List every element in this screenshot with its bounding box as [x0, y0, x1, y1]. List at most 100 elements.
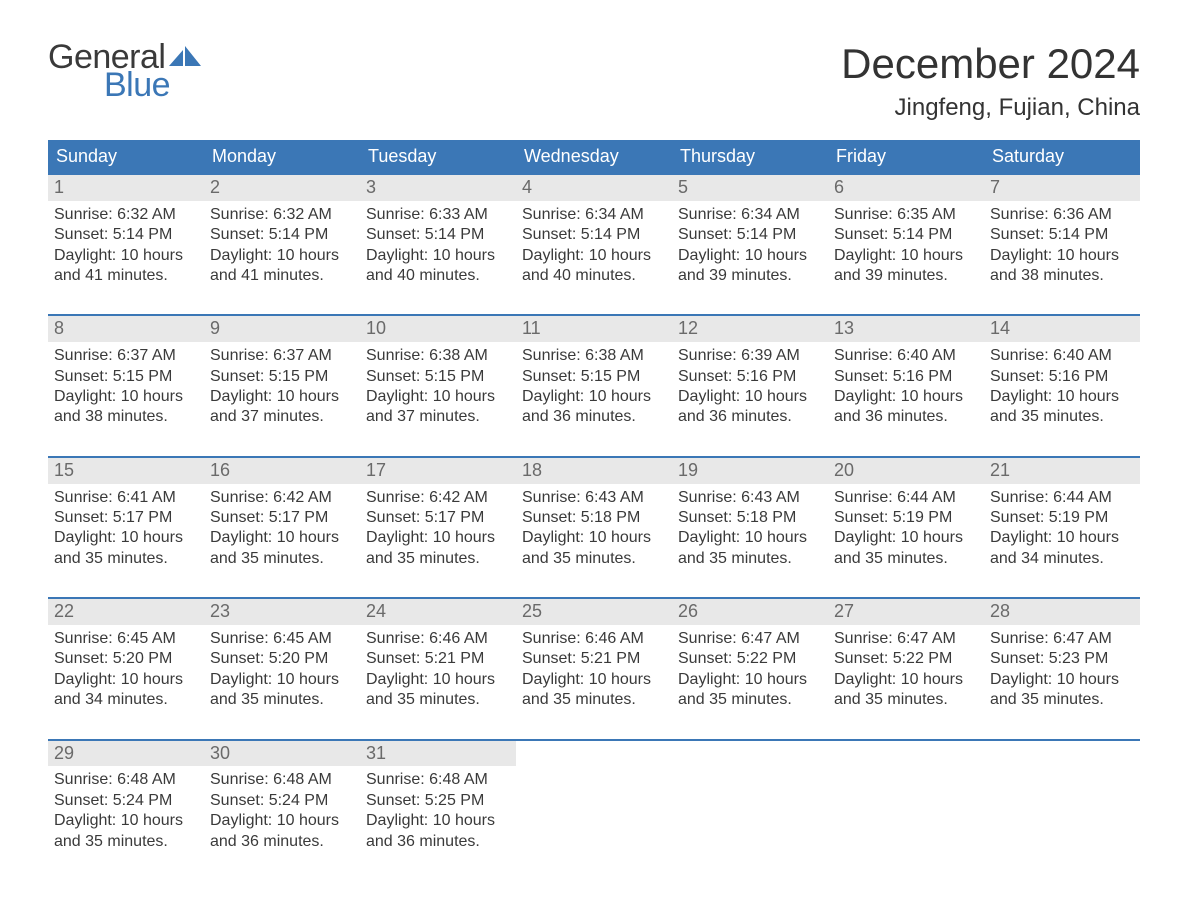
day-body: Sunrise: 6:47 AMSunset: 5:22 PMDaylight:… — [672, 625, 828, 711]
day-body: Sunrise: 6:34 AMSunset: 5:14 PMDaylight:… — [672, 201, 828, 287]
daylight-line: Daylight: 10 hours and 35 minutes. — [522, 670, 666, 711]
sunrise-line: Sunrise: 6:34 AM — [678, 205, 822, 225]
day-body: Sunrise: 6:36 AMSunset: 5:14 PMDaylight:… — [984, 201, 1140, 287]
sunset-line: Sunset: 5:18 PM — [678, 508, 822, 528]
sunrise-line: Sunrise: 6:32 AM — [210, 205, 354, 225]
daylight-line: Daylight: 10 hours and 34 minutes. — [54, 670, 198, 711]
calendar-cell: 25Sunrise: 6:46 AMSunset: 5:21 PMDayligh… — [516, 599, 672, 714]
day-number: 4 — [516, 175, 672, 201]
logo-text-blue: Blue — [104, 68, 203, 102]
sunrise-line: Sunrise: 6:48 AM — [54, 770, 198, 790]
calendar-cell: 3Sunrise: 6:33 AMSunset: 5:14 PMDaylight… — [360, 175, 516, 290]
sunset-line: Sunset: 5:16 PM — [990, 367, 1134, 387]
day-body: Sunrise: 6:46 AMSunset: 5:21 PMDaylight:… — [360, 625, 516, 711]
day-body: Sunrise: 6:40 AMSunset: 5:16 PMDaylight:… — [984, 342, 1140, 428]
day-body: Sunrise: 6:48 AMSunset: 5:24 PMDaylight:… — [204, 766, 360, 852]
calendar-cell: 16Sunrise: 6:42 AMSunset: 5:17 PMDayligh… — [204, 458, 360, 573]
daylight-line: Daylight: 10 hours and 36 minutes. — [834, 387, 978, 428]
calendar-cell: 2Sunrise: 6:32 AMSunset: 5:14 PMDaylight… — [204, 175, 360, 290]
day-number: 15 — [48, 458, 204, 484]
calendar-cell: 23Sunrise: 6:45 AMSunset: 5:20 PMDayligh… — [204, 599, 360, 714]
day-header: Tuesday — [360, 140, 516, 173]
day-number: 2 — [204, 175, 360, 201]
day-number: 23 — [204, 599, 360, 625]
day-body: Sunrise: 6:39 AMSunset: 5:16 PMDaylight:… — [672, 342, 828, 428]
sunrise-line: Sunrise: 6:45 AM — [54, 629, 198, 649]
day-number: 21 — [984, 458, 1140, 484]
sunrise-line: Sunrise: 6:48 AM — [366, 770, 510, 790]
day-body: Sunrise: 6:34 AMSunset: 5:14 PMDaylight:… — [516, 201, 672, 287]
daylight-line: Daylight: 10 hours and 41 minutes. — [54, 246, 198, 287]
calendar-cell: 5Sunrise: 6:34 AMSunset: 5:14 PMDaylight… — [672, 175, 828, 290]
day-body: Sunrise: 6:35 AMSunset: 5:14 PMDaylight:… — [828, 201, 984, 287]
day-number: 22 — [48, 599, 204, 625]
day-number: 27 — [828, 599, 984, 625]
weeks-container: 1Sunrise: 6:32 AMSunset: 5:14 PMDaylight… — [48, 173, 1140, 856]
calendar-cell: 19Sunrise: 6:43 AMSunset: 5:18 PMDayligh… — [672, 458, 828, 573]
daylight-line: Daylight: 10 hours and 35 minutes. — [990, 670, 1134, 711]
daylight-line: Daylight: 10 hours and 35 minutes. — [678, 670, 822, 711]
sunset-line: Sunset: 5:15 PM — [366, 367, 510, 387]
day-body: Sunrise: 6:43 AMSunset: 5:18 PMDaylight:… — [672, 484, 828, 570]
day-body: Sunrise: 6:48 AMSunset: 5:25 PMDaylight:… — [360, 766, 516, 852]
sunrise-line: Sunrise: 6:41 AM — [54, 488, 198, 508]
day-body: Sunrise: 6:44 AMSunset: 5:19 PMDaylight:… — [984, 484, 1140, 570]
calendar-cell — [828, 741, 984, 856]
calendar-cell — [672, 741, 828, 856]
sunset-line: Sunset: 5:14 PM — [834, 225, 978, 245]
day-header: Wednesday — [516, 140, 672, 173]
sunrise-line: Sunrise: 6:44 AM — [990, 488, 1134, 508]
daylight-line: Daylight: 10 hours and 35 minutes. — [522, 528, 666, 569]
sunset-line: Sunset: 5:24 PM — [54, 791, 198, 811]
daylight-line: Daylight: 10 hours and 37 minutes. — [210, 387, 354, 428]
calendar-cell: 31Sunrise: 6:48 AMSunset: 5:25 PMDayligh… — [360, 741, 516, 856]
sunset-line: Sunset: 5:14 PM — [54, 225, 198, 245]
day-body: Sunrise: 6:33 AMSunset: 5:14 PMDaylight:… — [360, 201, 516, 287]
day-number-empty — [828, 741, 984, 767]
day-number: 17 — [360, 458, 516, 484]
sunset-line: Sunset: 5:15 PM — [54, 367, 198, 387]
daylight-line: Daylight: 10 hours and 35 minutes. — [366, 528, 510, 569]
day-header-row: SundayMondayTuesdayWednesdayThursdayFrid… — [48, 140, 1140, 173]
day-number: 3 — [360, 175, 516, 201]
calendar-cell: 8Sunrise: 6:37 AMSunset: 5:15 PMDaylight… — [48, 316, 204, 431]
sunset-line: Sunset: 5:22 PM — [678, 649, 822, 669]
day-number-empty — [672, 741, 828, 767]
day-body: Sunrise: 6:45 AMSunset: 5:20 PMDaylight:… — [48, 625, 204, 711]
calendar-cell: 20Sunrise: 6:44 AMSunset: 5:19 PMDayligh… — [828, 458, 984, 573]
week-row: 15Sunrise: 6:41 AMSunset: 5:17 PMDayligh… — [48, 456, 1140, 573]
calendar-cell: 6Sunrise: 6:35 AMSunset: 5:14 PMDaylight… — [828, 175, 984, 290]
day-number: 18 — [516, 458, 672, 484]
sunrise-line: Sunrise: 6:36 AM — [990, 205, 1134, 225]
day-number: 31 — [360, 741, 516, 767]
sunrise-line: Sunrise: 6:43 AM — [522, 488, 666, 508]
sunrise-line: Sunrise: 6:32 AM — [54, 205, 198, 225]
sunrise-line: Sunrise: 6:47 AM — [990, 629, 1134, 649]
calendar-cell: 27Sunrise: 6:47 AMSunset: 5:22 PMDayligh… — [828, 599, 984, 714]
day-number: 24 — [360, 599, 516, 625]
sunrise-line: Sunrise: 6:47 AM — [678, 629, 822, 649]
sunset-line: Sunset: 5:21 PM — [522, 649, 666, 669]
sunset-line: Sunset: 5:20 PM — [210, 649, 354, 669]
sunset-line: Sunset: 5:16 PM — [834, 367, 978, 387]
day-body: Sunrise: 6:42 AMSunset: 5:17 PMDaylight:… — [204, 484, 360, 570]
calendar-cell: 30Sunrise: 6:48 AMSunset: 5:24 PMDayligh… — [204, 741, 360, 856]
sunset-line: Sunset: 5:14 PM — [678, 225, 822, 245]
sunset-line: Sunset: 5:15 PM — [522, 367, 666, 387]
day-number: 28 — [984, 599, 1140, 625]
calendar-cell: 4Sunrise: 6:34 AMSunset: 5:14 PMDaylight… — [516, 175, 672, 290]
day-number: 8 — [48, 316, 204, 342]
day-body: Sunrise: 6:37 AMSunset: 5:15 PMDaylight:… — [204, 342, 360, 428]
day-body: Sunrise: 6:40 AMSunset: 5:16 PMDaylight:… — [828, 342, 984, 428]
title-block: December 2024 Jingfeng, Fujian, China — [841, 40, 1140, 122]
calendar: SundayMondayTuesdayWednesdayThursdayFrid… — [48, 140, 1140, 856]
logo: General Blue — [48, 40, 203, 102]
sunset-line: Sunset: 5:14 PM — [366, 225, 510, 245]
day-number: 9 — [204, 316, 360, 342]
day-number: 19 — [672, 458, 828, 484]
day-body: Sunrise: 6:37 AMSunset: 5:15 PMDaylight:… — [48, 342, 204, 428]
sunset-line: Sunset: 5:19 PM — [834, 508, 978, 528]
calendar-cell: 15Sunrise: 6:41 AMSunset: 5:17 PMDayligh… — [48, 458, 204, 573]
sunset-line: Sunset: 5:15 PM — [210, 367, 354, 387]
sunrise-line: Sunrise: 6:37 AM — [54, 346, 198, 366]
